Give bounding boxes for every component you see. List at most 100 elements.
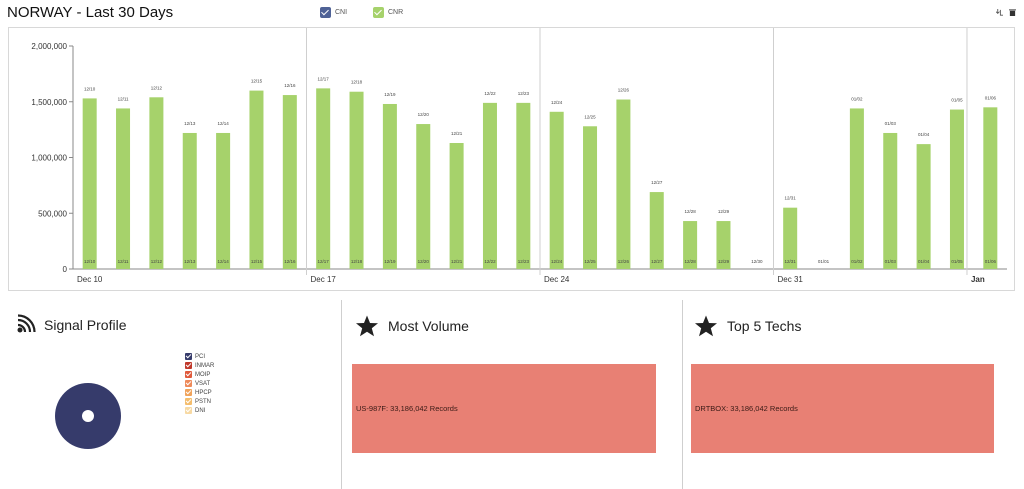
bar[interactable] bbox=[182, 132, 197, 269]
checkbox-icon[interactable] bbox=[185, 398, 192, 405]
bar-bottom-label: 12/12 bbox=[151, 259, 163, 264]
bar-bottom-label: 12/11 bbox=[118, 259, 129, 264]
y-tick-label: 1,500,000 bbox=[31, 98, 67, 107]
bar[interactable] bbox=[716, 221, 731, 269]
signal-legend-label: HPCP bbox=[195, 389, 212, 396]
signal-profile-legend: PCI INMAR MOIP VSAT HPCP PSTN DNI bbox=[185, 352, 214, 415]
signal-profile-header: Signal Profile bbox=[14, 314, 127, 336]
bar-top-label: 12/20 bbox=[418, 112, 430, 117]
star-icon bbox=[356, 315, 378, 337]
legend-toggle-cnr[interactable]: CNR bbox=[373, 7, 403, 18]
top-bar: NORWAY - Last 30 Days CNI CNR bbox=[0, 0, 1024, 26]
bar-bottom-label: 12/10 bbox=[84, 259, 96, 264]
bar[interactable] bbox=[916, 144, 931, 269]
bar[interactable] bbox=[449, 143, 464, 269]
x-week-label: Dec 31 bbox=[778, 275, 804, 284]
bar-bottom-label: 12/17 bbox=[318, 259, 330, 264]
bar[interactable] bbox=[149, 97, 164, 269]
bar[interactable] bbox=[282, 95, 297, 269]
bar[interactable] bbox=[683, 221, 698, 269]
bar[interactable] bbox=[249, 90, 264, 269]
bar[interactable] bbox=[482, 102, 497, 270]
signal-profile-donut-chart[interactable] bbox=[55, 383, 121, 449]
bar[interactable] bbox=[349, 91, 364, 269]
most-volume-header: Most Volume bbox=[354, 314, 469, 338]
bar-bottom-label: 01/04 bbox=[918, 259, 930, 264]
bar-bottom-label: 01/01 bbox=[818, 259, 830, 264]
bar[interactable] bbox=[382, 103, 397, 269]
bar-bottom-label: 12/29 bbox=[718, 259, 730, 264]
bar-top-label: 12/25 bbox=[584, 114, 596, 119]
bar-top-label: 12/18 bbox=[351, 80, 363, 85]
top-techs-bar[interactable]: DRTBOX: 33,186,042 Records bbox=[691, 364, 994, 453]
bar-top-label: 12/31 bbox=[785, 196, 797, 201]
legend-toggle-cni[interactable]: CNI bbox=[320, 7, 347, 18]
bar-bottom-label: 12/13 bbox=[184, 259, 196, 264]
bar[interactable] bbox=[849, 108, 864, 269]
download-icon[interactable] bbox=[996, 9, 1003, 16]
checkbox-icon[interactable] bbox=[185, 362, 192, 369]
bar[interactable] bbox=[649, 192, 664, 269]
checkbox-icon[interactable] bbox=[185, 389, 192, 396]
checkbox-icon[interactable] bbox=[185, 407, 192, 414]
signal-legend-item[interactable]: HPCP bbox=[185, 388, 214, 397]
x-week-label: Jan bbox=[971, 275, 985, 284]
bar-top-label: 01/06 bbox=[985, 95, 997, 100]
satellite-signal-icon bbox=[17, 314, 36, 333]
bar-bottom-label: 12/27 bbox=[651, 259, 663, 264]
bar[interactable] bbox=[583, 126, 598, 269]
signal-legend-item[interactable]: VSAT bbox=[185, 379, 214, 388]
bar[interactable] bbox=[216, 132, 231, 269]
bar-bottom-label: 12/25 bbox=[584, 259, 596, 264]
top-techs-title: Top 5 Techs bbox=[727, 318, 802, 334]
bar-top-label: 01/03 bbox=[885, 121, 897, 126]
bar-bottom-label: 01/03 bbox=[885, 259, 897, 264]
bar-bottom-label: 12/31 bbox=[785, 259, 797, 264]
checkbox-icon[interactable] bbox=[185, 380, 192, 387]
signal-legend-item[interactable]: INMAR bbox=[185, 361, 214, 370]
bar[interactable] bbox=[516, 102, 531, 270]
bar-top-label: 12/28 bbox=[684, 209, 696, 214]
legend-label-cni: CNI bbox=[335, 9, 348, 16]
signal-legend-item[interactable]: PSTN bbox=[185, 397, 214, 406]
bar[interactable] bbox=[116, 108, 131, 269]
bar-bottom-label: 12/15 bbox=[251, 259, 263, 264]
checkbox-icon[interactable] bbox=[185, 371, 192, 378]
bar-top-label: 12/22 bbox=[484, 91, 496, 96]
most-volume-bar[interactable]: US-987F: 33,186,042 Records bbox=[352, 364, 656, 453]
bar-top-label: 01/05 bbox=[951, 98, 963, 103]
bar[interactable] bbox=[783, 207, 798, 269]
signal-legend-item[interactable]: DNI bbox=[185, 406, 214, 415]
bar-bottom-label: 12/30 bbox=[751, 259, 763, 264]
y-tick-label: 2,000,000 bbox=[31, 42, 67, 51]
checkbox-icon[interactable] bbox=[320, 7, 331, 18]
bar-top-label: 12/14 bbox=[217, 121, 229, 126]
bar[interactable] bbox=[416, 124, 431, 269]
page-title: NORWAY - Last 30 Days bbox=[7, 4, 174, 21]
most-volume-title: Most Volume bbox=[388, 318, 469, 334]
bar[interactable] bbox=[316, 88, 331, 269]
bar[interactable] bbox=[983, 107, 998, 269]
most-volume-panel: Most Volume US-987F: 33,186,042 Records bbox=[342, 298, 682, 489]
signal-legend-label: MOIP bbox=[195, 371, 211, 378]
bar[interactable] bbox=[883, 132, 898, 269]
bar-top-label: 12/29 bbox=[718, 209, 730, 214]
signal-legend-item[interactable]: PCI bbox=[185, 352, 214, 361]
signal-profile-panel: Signal Profile PCI INMAR MOIP VSAT HPCP PSTN D… bbox=[0, 298, 340, 489]
bar-top-label: 12/26 bbox=[618, 88, 630, 93]
bar-bottom-label: 12/16 bbox=[284, 259, 296, 264]
bar[interactable] bbox=[616, 99, 631, 270]
bar-bottom-label: 01/05 bbox=[951, 259, 963, 264]
signal-legend-label: DNI bbox=[195, 407, 206, 414]
checkbox-icon[interactable] bbox=[373, 7, 384, 18]
bar-bottom-label: 12/23 bbox=[518, 259, 530, 264]
bar[interactable] bbox=[82, 98, 97, 269]
bar[interactable] bbox=[949, 109, 964, 270]
delete-icon[interactable] bbox=[1009, 9, 1016, 16]
bar[interactable] bbox=[549, 111, 564, 269]
most-volume-bar-label: US-987F: 33,186,042 Records bbox=[356, 404, 458, 413]
signal-legend-label: PSTN bbox=[195, 398, 212, 405]
signal-legend-item[interactable]: MOIP bbox=[185, 370, 214, 379]
checkbox-icon[interactable] bbox=[185, 353, 192, 360]
bar-chart-svg: 0 500,000 1,000,000 1,500,000 2,000,000 Dec 1… bbox=[31, 28, 1007, 284]
